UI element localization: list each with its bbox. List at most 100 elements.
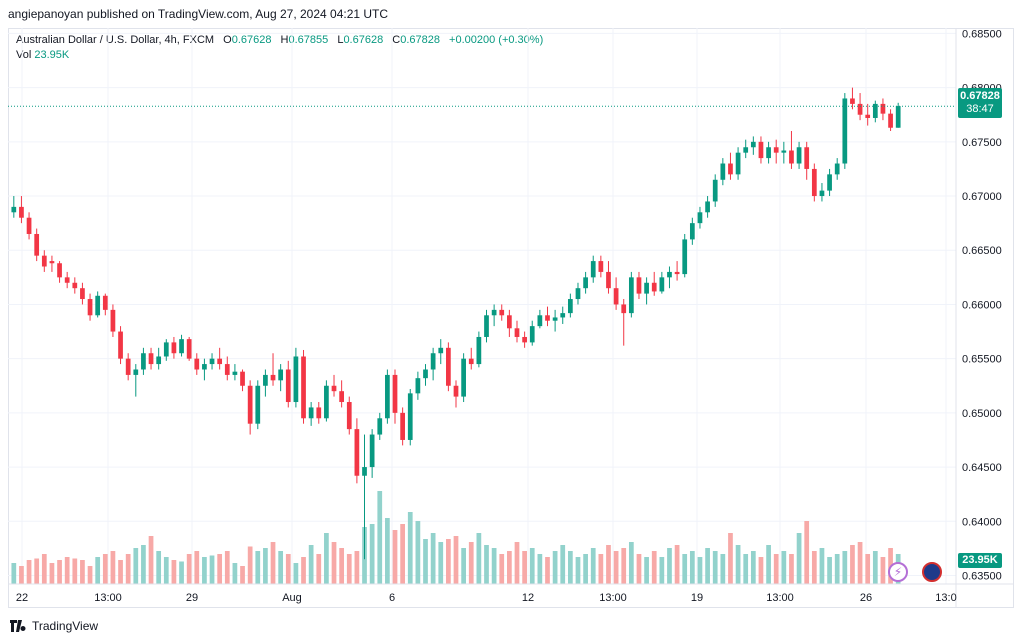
volume-bar bbox=[453, 536, 459, 584]
volume-bar bbox=[331, 542, 337, 584]
candle-body bbox=[476, 336, 482, 365]
candle-body bbox=[484, 315, 489, 337]
volume-bar bbox=[49, 563, 55, 584]
price-tick-label: 0.65500 bbox=[962, 354, 1002, 366]
candle-body bbox=[453, 385, 459, 397]
candle-body bbox=[537, 315, 543, 327]
price-tick-label: 0.63500 bbox=[962, 570, 1002, 582]
volume-label[interactable]: Vol bbox=[16, 49, 32, 61]
time-tick-label: 12 bbox=[522, 592, 534, 604]
volume-bar bbox=[385, 518, 390, 584]
time-tick-label: 29 bbox=[186, 592, 198, 604]
volume-bar bbox=[476, 533, 482, 584]
high-value: 0.67855 bbox=[288, 34, 329, 46]
volume-bar bbox=[834, 554, 840, 584]
volume-bar bbox=[522, 551, 527, 584]
volume-bar bbox=[133, 548, 139, 584]
volume-bar bbox=[507, 551, 512, 584]
candle-body bbox=[125, 358, 131, 375]
candle-body bbox=[895, 106, 901, 128]
candle-body bbox=[743, 147, 749, 153]
candle-body bbox=[552, 317, 558, 321]
candle-body bbox=[689, 223, 695, 240]
volume-bar bbox=[407, 512, 413, 584]
candle-body bbox=[613, 288, 619, 305]
volume-bar bbox=[644, 557, 649, 584]
volume-bar bbox=[712, 551, 718, 584]
volume-bar bbox=[628, 542, 634, 584]
volume-bar bbox=[583, 554, 588, 584]
volume-bar bbox=[446, 539, 451, 584]
candle-body bbox=[331, 385, 337, 392]
volume-bar bbox=[41, 554, 47, 584]
candle-body bbox=[735, 152, 741, 175]
candle-body bbox=[19, 206, 24, 218]
candle-body bbox=[217, 358, 223, 365]
candle-body bbox=[232, 371, 238, 375]
last-price-value: 0.67828 bbox=[960, 90, 1000, 102]
time-tick-label: 19 bbox=[691, 592, 703, 604]
volume-bar bbox=[850, 545, 855, 584]
australia-flag-icon[interactable] bbox=[922, 562, 942, 582]
volume-bar bbox=[186, 554, 192, 584]
volume-bar bbox=[392, 530, 398, 584]
volume-bar bbox=[34, 558, 40, 584]
candle-body bbox=[651, 282, 657, 292]
time-tick-label: 26 bbox=[860, 592, 872, 604]
volume-bar bbox=[781, 551, 787, 584]
volume-bar bbox=[217, 554, 223, 584]
price-tick-label: 0.64500 bbox=[962, 462, 1002, 474]
candle-body bbox=[720, 163, 726, 180]
candle-body bbox=[796, 147, 802, 164]
volume-value: 23.95K bbox=[34, 49, 70, 61]
volume-bar bbox=[491, 548, 497, 584]
candle-body bbox=[293, 356, 299, 403]
symbol-name[interactable]: Australian Dollar / U.S. Dollar, 4h, FXC… bbox=[16, 34, 215, 46]
candle-body bbox=[628, 277, 634, 314]
candle-body bbox=[446, 347, 451, 386]
volume-bar bbox=[118, 560, 123, 584]
volume-bar bbox=[209, 555, 215, 584]
change-value: +0.00200 (+0.30%) bbox=[449, 34, 544, 46]
volume-bar bbox=[324, 533, 329, 584]
volume-bar bbox=[514, 542, 520, 584]
candle-body bbox=[64, 277, 70, 283]
price-tick-label: 0.66500 bbox=[962, 245, 1002, 257]
volume-bar bbox=[674, 545, 680, 584]
open-label: O bbox=[223, 34, 232, 46]
volume-bar bbox=[811, 551, 817, 584]
candle-body bbox=[507, 315, 512, 329]
volume-bar bbox=[689, 551, 695, 584]
candle-body bbox=[430, 353, 436, 370]
volume-bar bbox=[263, 548, 268, 584]
last-price-badge: 0.67828 38:47 bbox=[958, 88, 1002, 118]
volume-bar bbox=[308, 545, 314, 584]
open-value: 0.67628 bbox=[231, 34, 272, 46]
volume-bar bbox=[224, 551, 230, 584]
volume-bar bbox=[110, 551, 116, 584]
volume-bar bbox=[468, 542, 474, 584]
candle-body bbox=[95, 295, 101, 316]
candle-body bbox=[415, 378, 421, 394]
volume-bar bbox=[125, 554, 131, 584]
volume-bar bbox=[819, 548, 825, 584]
volume-bar bbox=[415, 521, 421, 584]
candle-body bbox=[575, 288, 581, 300]
volume-bar bbox=[285, 554, 291, 584]
candle-body bbox=[522, 336, 527, 343]
candle-body bbox=[202, 364, 207, 370]
lightning-event-icon[interactable]: ⚡ bbox=[888, 562, 908, 582]
time-tick-label: 13:00 bbox=[766, 592, 794, 604]
volume-bar bbox=[57, 560, 62, 584]
volume-bar bbox=[750, 551, 756, 584]
footer-brand[interactable]: TradingView bbox=[10, 619, 98, 633]
candle-body bbox=[606, 271, 611, 289]
candle-body bbox=[270, 374, 276, 381]
candle-body bbox=[728, 163, 733, 175]
volume-bar bbox=[735, 545, 741, 584]
candle-body bbox=[865, 114, 871, 118]
volume-bar bbox=[11, 563, 17, 584]
candle-body bbox=[827, 174, 832, 191]
time-tick-label: 22 bbox=[16, 592, 28, 604]
